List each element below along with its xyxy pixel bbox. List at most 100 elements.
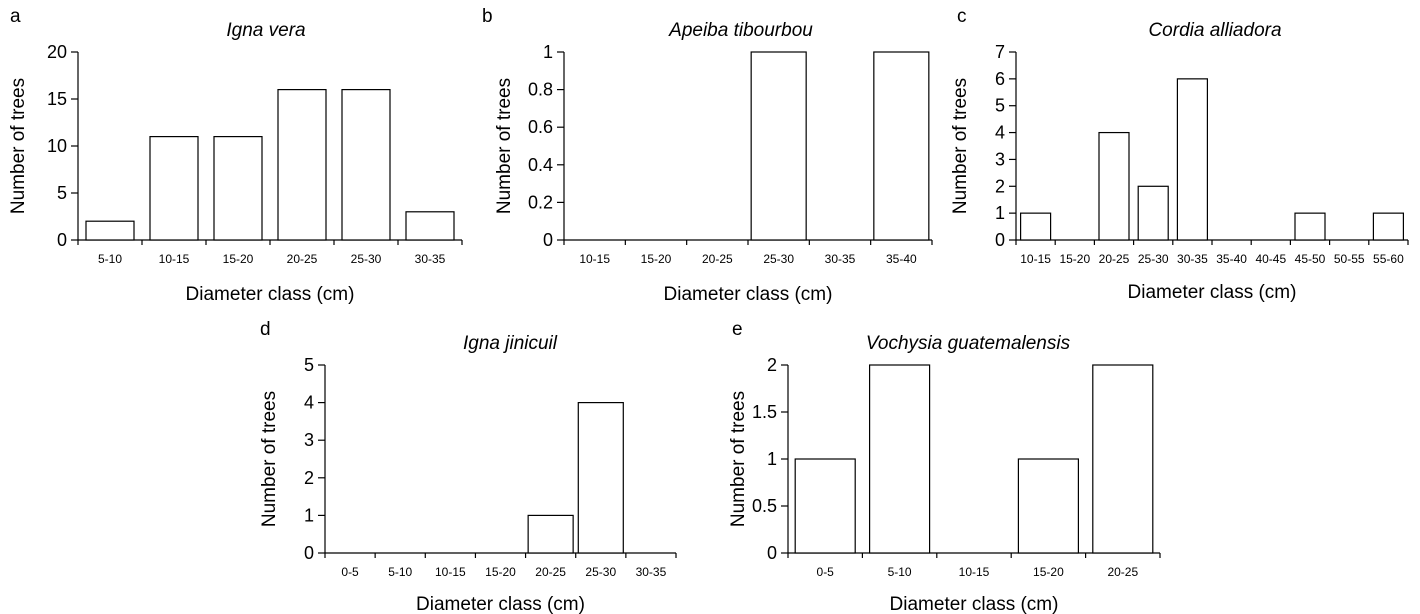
- y-axis-label-c: Number of trees: [950, 78, 971, 214]
- x-tick-label-e-4: 20-25: [1107, 565, 1138, 579]
- x-axis-label-a: Diameter class (cm): [186, 284, 355, 305]
- y-tick-label-a-1: 5: [57, 183, 67, 203]
- bar-c-30-35: [1176, 78, 1209, 241]
- bar-a-5-10: [85, 220, 135, 241]
- y-tick-label-c-5: 5: [995, 96, 1005, 116]
- x-tick-label-e-3: 15-20: [1033, 565, 1064, 579]
- x-tick-label-c-2: 20-25: [1099, 252, 1130, 266]
- panel-letter-e: e: [732, 319, 743, 340]
- y-tick-label-c-6: 6: [995, 69, 1005, 89]
- chart-title-e: Vochysia guatemalensis: [866, 333, 1071, 354]
- y-tick-label-b-3: 0.6: [528, 117, 553, 137]
- panel-letter-c: c: [957, 6, 967, 27]
- y-tick-label-d-2: 2: [304, 468, 314, 488]
- bar-b-25-30: [750, 51, 807, 241]
- x-tick-label-b-4: 30-35: [825, 252, 856, 266]
- bar-d-20-25: [527, 514, 574, 554]
- y-tick-label-a-2: 10: [47, 136, 67, 156]
- x-tick-label-c-8: 50-55: [1334, 252, 1365, 266]
- x-axis-label-b: Diameter class (cm): [664, 284, 833, 305]
- bar-a-10-15: [149, 136, 199, 241]
- y-tick-label-d-4: 4: [304, 393, 314, 413]
- x-tick-label-c-7: 45-50: [1295, 252, 1326, 266]
- x-tick-label-c-0: 10-15: [1020, 252, 1051, 266]
- x-tick-label-e-2: 10-15: [959, 565, 990, 579]
- chart-title-c: Cordia alliadora: [1148, 20, 1281, 41]
- x-tick-label-a-0: 5-10: [98, 252, 122, 266]
- y-tick-label-d-1: 1: [304, 505, 314, 525]
- y-tick-label-a-4: 20: [47, 42, 67, 62]
- chart-title-d: Igna jinicuil: [463, 333, 558, 354]
- y-tick-label-e-3: 1.5: [752, 402, 777, 422]
- x-tick-label-b-3: 25-30: [763, 252, 794, 266]
- x-tick-label-a-2: 15-20: [223, 252, 254, 266]
- y-tick-label-e-0: 0: [767, 543, 777, 563]
- y-tick-label-e-2: 1: [767, 449, 777, 469]
- panel-letter-a: a: [10, 6, 21, 27]
- y-tick-label-a-0: 0: [57, 230, 67, 250]
- x-tick-label-d-1: 5-10: [388, 565, 412, 579]
- y-tick-label-d-0: 0: [304, 543, 314, 563]
- x-tick-label-a-5: 30-35: [415, 252, 446, 266]
- y-tick-label-d-5: 5: [304, 355, 314, 375]
- x-tick-label-c-4: 30-35: [1177, 252, 1208, 266]
- x-axis-label-d: Diameter class (cm): [416, 594, 585, 614]
- y-tick-label-c-1: 1: [995, 203, 1005, 223]
- x-tick-label-d-0: 0-5: [341, 565, 359, 579]
- bar-e-0-5: [794, 458, 856, 554]
- bar-c-20-25: [1098, 131, 1130, 241]
- y-tick-label-c-2: 2: [995, 176, 1005, 196]
- x-tick-label-a-1: 10-15: [159, 252, 190, 266]
- panel-letter-b: b: [482, 6, 493, 27]
- x-tick-label-c-6: 40-45: [1255, 252, 1286, 266]
- y-tick-label-b-2: 0.4: [528, 155, 553, 175]
- x-tick-label-b-1: 15-20: [641, 252, 672, 266]
- chart-title-b: Apeiba tibourbou: [668, 20, 813, 41]
- y-axis-label-a: Number of trees: [8, 78, 29, 214]
- y-axis-label-e: Number of trees: [728, 391, 749, 527]
- y-tick-label-b-4: 0.8: [528, 80, 553, 100]
- x-axis-label-e: Diameter class (cm): [890, 594, 1059, 614]
- x-tick-label-d-3: 15-20: [485, 565, 516, 579]
- x-tick-label-c-5: 35-40: [1216, 252, 1247, 266]
- y-tick-label-b-0: 0: [543, 230, 553, 250]
- y-tick-label-b-1: 0.2: [528, 192, 553, 212]
- bar-c-45-50: [1294, 212, 1326, 241]
- x-tick-label-c-9: 55-60: [1373, 252, 1404, 266]
- bar-b-35-40: [873, 51, 930, 241]
- x-tick-label-d-4: 20-25: [535, 565, 566, 579]
- x-tick-label-d-2: 10-15: [435, 565, 466, 579]
- bar-c-10-15: [1019, 212, 1052, 241]
- x-tick-label-c-1: 15-20: [1059, 252, 1090, 266]
- bar-c-25-30: [1137, 185, 1169, 241]
- bar-e-20-25: [1092, 364, 1154, 554]
- x-tick-label-a-4: 25-30: [351, 252, 382, 266]
- y-tick-label-c-4: 4: [995, 123, 1005, 143]
- bar-a-30-35: [405, 211, 455, 241]
- y-tick-label-c-7: 7: [995, 42, 1005, 62]
- x-tick-label-b-2: 20-25: [702, 252, 733, 266]
- bar-c-55-60: [1372, 212, 1405, 241]
- chart-title-a: Igna vera: [226, 20, 305, 41]
- y-tick-label-c-3: 3: [995, 149, 1005, 169]
- bar-d-25-30: [577, 402, 624, 554]
- bar-a-25-30: [341, 88, 391, 241]
- y-tick-label-c-0: 0: [995, 230, 1005, 250]
- x-tick-label-b-0: 10-15: [579, 252, 610, 266]
- y-axis-label-d: Number of trees: [259, 391, 280, 527]
- bar-a-20-25: [277, 88, 327, 241]
- x-tick-label-d-6: 30-35: [636, 565, 667, 579]
- x-tick-label-d-5: 25-30: [585, 565, 616, 579]
- y-tick-label-d-3: 3: [304, 430, 314, 450]
- y-axis-label-b: Number of trees: [494, 78, 515, 214]
- y-tick-label-b-5: 1: [543, 42, 553, 62]
- x-tick-label-e-1: 5-10: [888, 565, 912, 579]
- y-tick-label-e-1: 0.5: [752, 496, 777, 516]
- x-tick-label-b-5: 35-40: [886, 252, 917, 266]
- bar-a-15-20: [213, 136, 263, 241]
- bar-e-5-10: [868, 364, 931, 554]
- y-tick-label-a-3: 15: [47, 89, 67, 109]
- x-tick-label-e-0: 0-5: [817, 565, 835, 579]
- y-tick-label-e-4: 2: [767, 355, 777, 375]
